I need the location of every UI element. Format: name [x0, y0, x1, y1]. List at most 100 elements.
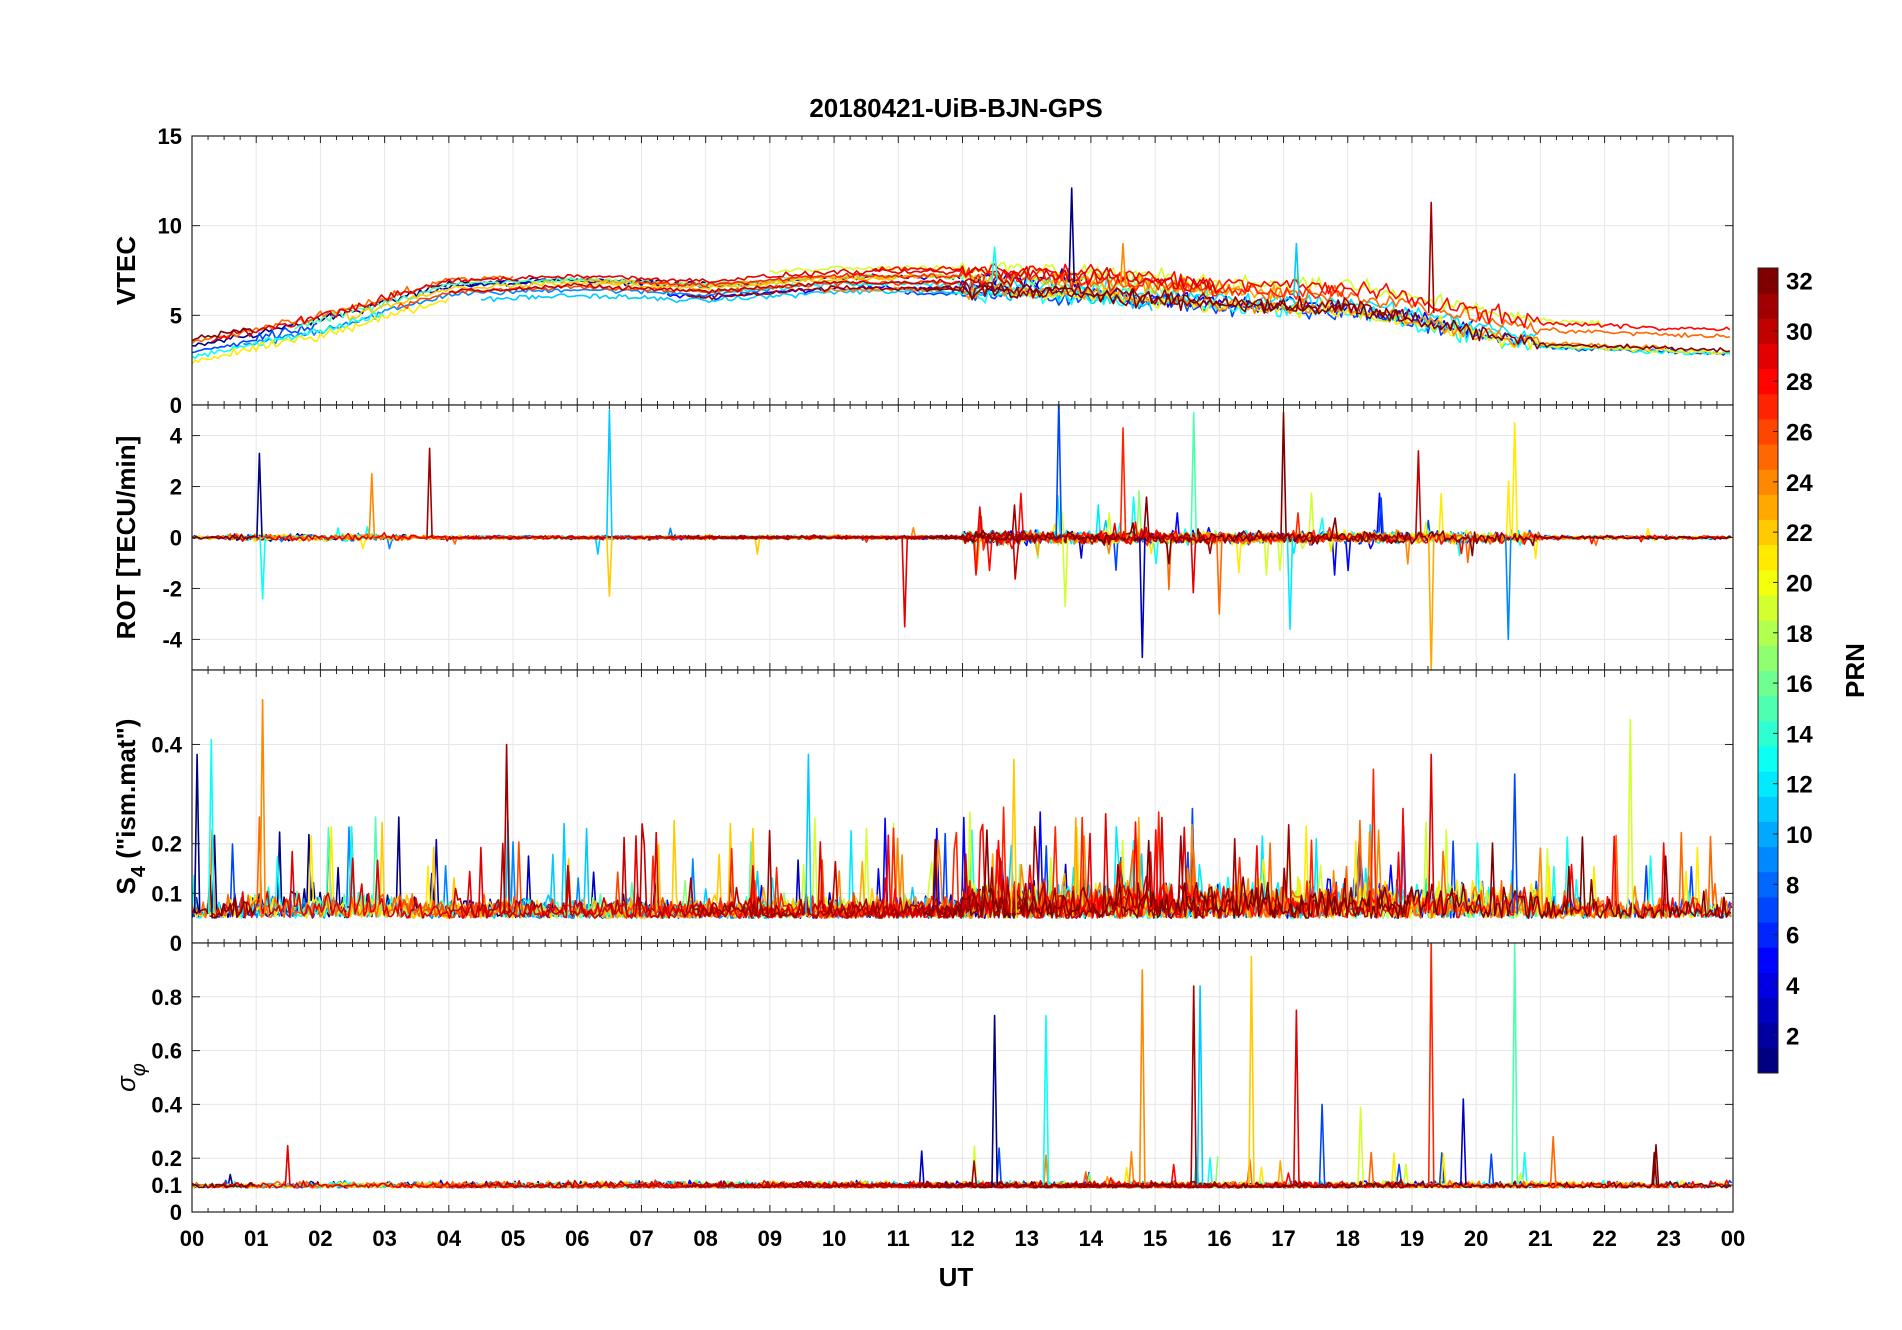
y-axis-label-sub: φ	[128, 1063, 150, 1076]
series-prn-25	[1058, 267, 1730, 339]
colorbar-tick-label: 30	[1786, 319, 1813, 346]
spike-mark	[1068, 187, 1075, 283]
series-prn-21	[1006, 285, 1730, 356]
y-tick-label: 0.2	[151, 1146, 182, 1171]
y-tick-label: 0.6	[151, 1039, 182, 1064]
spike-mark	[1427, 753, 1435, 914]
spike-mark	[1293, 1009, 1300, 1186]
x-tick-label: 13	[1014, 1226, 1038, 1251]
y-tick-label: 0	[170, 1200, 182, 1225]
spike-mark	[1549, 1135, 1557, 1186]
colorbar-tick-label: 26	[1786, 420, 1813, 447]
spike-mark	[256, 452, 263, 538]
x-tick-label: 05	[501, 1226, 525, 1251]
x-tick-label: 21	[1528, 1226, 1552, 1251]
colorbar-segment	[1758, 947, 1778, 973]
x-tick-label: 15	[1143, 1226, 1167, 1251]
colorbar-segment	[1758, 569, 1778, 596]
colorbar-label: PRN	[1840, 643, 1870, 698]
colorbar-segment	[1758, 368, 1778, 395]
spike-mark	[426, 447, 433, 538]
colorbar-segment	[1758, 494, 1778, 521]
colorbar-segment	[1758, 871, 1778, 898]
colorbar-segment	[1758, 846, 1778, 873]
colorbar-segment	[1758, 645, 1778, 671]
x-tick-label: 09	[758, 1226, 782, 1251]
spike-mark	[1511, 773, 1519, 914]
y-tick-label: 0	[170, 931, 182, 956]
x-tick-label: 02	[308, 1226, 332, 1251]
series-prn-27	[634, 267, 1346, 300]
spike-mark	[1370, 768, 1377, 914]
series-prn-24	[820, 283, 1667, 351]
colorbar-segment	[1758, 519, 1778, 546]
spike-mark	[207, 738, 215, 914]
spike-mark	[1652, 1144, 1660, 1186]
y-tick-label: 0	[170, 526, 182, 551]
x-tick-label: 03	[372, 1226, 396, 1251]
spike-mark	[1138, 537, 1146, 659]
panel-4: 00.10.2 0.4 0.6 0.8 σφ	[111, 942, 1734, 1225]
x-tick-label: 11	[887, 1226, 910, 1251]
y-axis-label: σφ	[111, 1063, 150, 1092]
y-axis-label: ROT [TECU/min]	[111, 436, 141, 640]
colorbar-segment	[1758, 997, 1778, 1024]
series-group	[192, 187, 1731, 365]
spike-mark	[991, 246, 998, 281]
colorbar-segment	[1758, 1022, 1778, 1049]
spike-mark	[503, 743, 510, 914]
series-prn-32	[192, 1181, 256, 1189]
series-prn-29	[210, 265, 1217, 343]
spike-mark	[606, 537, 613, 597]
y-tick-label: 15	[158, 124, 182, 149]
spike-mark	[1061, 537, 1069, 608]
y-tick-label: 2	[170, 475, 182, 500]
x-tick-label: 19	[1400, 1226, 1424, 1251]
y-tick-label: -4	[162, 627, 182, 652]
series-prn-32	[923, 496, 1731, 565]
spike-mark	[1190, 411, 1197, 538]
colorbar-tick-label: 24	[1786, 470, 1813, 497]
colorbar-segment	[1758, 745, 1778, 772]
series-prn-32	[923, 283, 1730, 353]
spike-mark	[805, 753, 812, 914]
series-prn-32	[192, 874, 256, 919]
spike-mark	[1119, 427, 1127, 538]
spike-mark	[991, 1014, 998, 1186]
series-prn-22	[345, 275, 896, 321]
x-tick-label: 22	[1592, 1226, 1616, 1251]
spike-mark	[1042, 1014, 1050, 1186]
panel-1: 0 5 10 15 VTEC	[111, 124, 1734, 418]
y-axis-label-rest: ("ism.mat")	[111, 719, 141, 866]
spike-mark	[1196, 985, 1204, 1186]
spike-mark	[1216, 537, 1223, 615]
panel-3: 00.10.20.4S4 ("ism.mat")	[111, 669, 1734, 956]
y-tick-label: 0.2	[151, 832, 182, 857]
spike-mark	[368, 473, 376, 538]
colorbar-tick-label: 22	[1786, 520, 1813, 547]
series-group	[192, 699, 1733, 919]
colorbar-segment	[1758, 343, 1778, 370]
y-tick-label: -2	[162, 576, 182, 601]
spike-mark	[1138, 969, 1146, 1186]
y-tick-label: 10	[158, 214, 182, 239]
spike-mark	[1280, 411, 1287, 538]
y-tick-label: 4	[170, 424, 183, 449]
x-tick-label: 00	[1721, 1226, 1745, 1251]
x-tick-label: 08	[693, 1226, 717, 1251]
spike-mark	[1286, 537, 1294, 630]
y-tick-label: 0.1	[151, 881, 182, 906]
colorbar-segment	[1758, 469, 1778, 495]
spike-mark	[1357, 1106, 1364, 1186]
colorbar-tick-label: 12	[1786, 772, 1813, 799]
y-axis-label-main: σ	[111, 1075, 141, 1092]
colorbar-segment	[1758, 1047, 1778, 1074]
y-tick-label: 0.1	[151, 1173, 182, 1198]
spike-mark	[1119, 242, 1127, 286]
y-axis-label-main: S	[111, 877, 141, 894]
spike-mark	[1010, 758, 1018, 914]
colorbar-segment	[1758, 896, 1778, 923]
colorbar-segment	[1758, 544, 1778, 571]
colorbar-segment	[1758, 418, 1778, 445]
